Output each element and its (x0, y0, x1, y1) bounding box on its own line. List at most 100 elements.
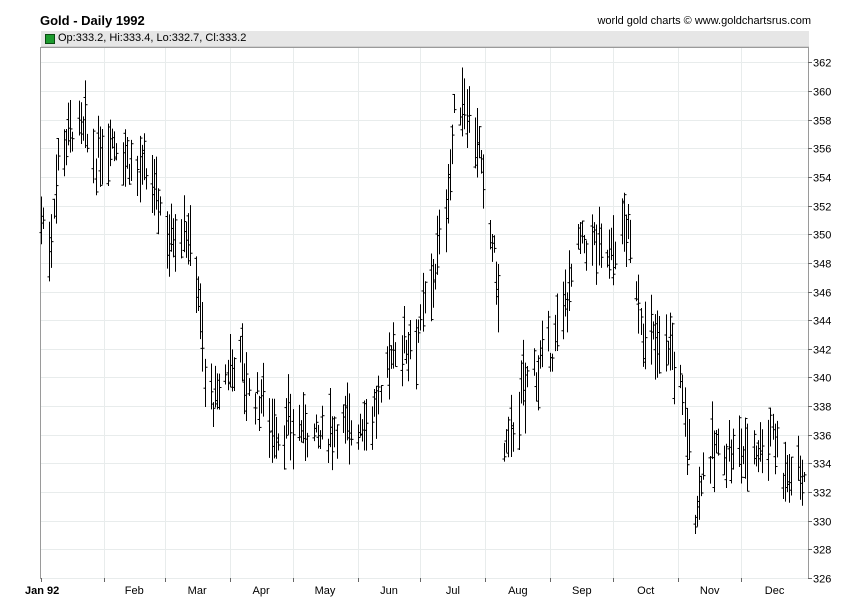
x-tick-label: Oct (637, 585, 654, 597)
ohlc-bar (423, 281, 428, 314)
x-tick-label: Jan 92 (25, 585, 59, 597)
ohlc-bar (158, 196, 163, 216)
ohlc-bar (622, 192, 627, 252)
y-tick-label: 360 (813, 87, 831, 99)
ohlc-bar (421, 272, 426, 332)
ohlc-bar (326, 438, 331, 464)
y-tick-label: 342 (813, 345, 831, 357)
ohlc-bar (209, 363, 214, 410)
y-tick-label: 362 (813, 58, 831, 70)
ohlc-bar (259, 379, 264, 414)
ohlc-bar (272, 398, 277, 459)
ohlc-bar (196, 276, 201, 312)
ohlc-bar (112, 131, 117, 162)
ohlc-legend: Op:333.2, Hi:333.4, Lo:332.7, Cl:333.2 (41, 31, 809, 47)
ohlc-bar (83, 80, 88, 149)
ohlc-bar (232, 357, 237, 392)
ohlc-bar (429, 253, 434, 322)
ohlc-bar (253, 393, 258, 425)
ohlc-bar (194, 256, 199, 313)
x-tick-label: Nov (700, 585, 720, 597)
ohlc-bar (123, 129, 128, 187)
ohlc-bar (81, 116, 86, 141)
x-tick-label: Apr (253, 585, 270, 597)
ohlc-bar (729, 439, 734, 484)
ohlc-bar (211, 402, 216, 428)
ohlc-bar (670, 322, 675, 371)
ohlc-bar (94, 158, 99, 196)
ohlc-bar (270, 398, 275, 463)
ohlc-bar (91, 128, 96, 184)
ohlc-bar (320, 405, 325, 440)
ohlc-bar (435, 215, 440, 275)
ohlc-bar (775, 420, 780, 458)
ohlc-bar (171, 218, 176, 258)
ohlc-bar (760, 429, 765, 474)
ohlc-bar (343, 395, 348, 444)
ohlc-bar (490, 234, 495, 262)
ohlc-bar (305, 432, 310, 458)
ohlc-bar (360, 419, 365, 442)
ohlc-bar (446, 163, 451, 224)
y-tick-label: 336 (813, 431, 831, 443)
ohlc-bar (364, 399, 369, 451)
y-tick-label: 344 (813, 316, 831, 328)
ohlc-bar (62, 129, 67, 177)
y-tick-label: 356 (813, 144, 831, 156)
y-tick-label: 350 (813, 230, 831, 242)
ohlc-bar (724, 443, 729, 488)
ohlc-bar (477, 126, 482, 159)
ohlc-bar (127, 163, 132, 185)
ohlc-bar (284, 398, 289, 439)
ohlc-bar (330, 416, 335, 471)
ohlc-bar (223, 364, 228, 385)
ohlc-bar (408, 320, 413, 360)
ohlc-bar (129, 139, 134, 181)
ohlc-bar (230, 349, 235, 392)
ohlc-bar (636, 274, 641, 334)
y-tick-label: 330 (813, 517, 831, 529)
ohlc-bar (496, 264, 501, 333)
ohlc-bar (247, 378, 252, 397)
ohlc-bar (418, 304, 423, 331)
ohlc-bar (100, 128, 105, 185)
chart-credit: world gold charts © www.goldchartsrus.co… (597, 15, 811, 27)
ohlc-bar (198, 283, 203, 340)
ohlc-bar (173, 214, 178, 272)
ohlc-bar (693, 514, 698, 534)
ohlc-bar (328, 388, 333, 448)
ohlc-bar (699, 475, 704, 497)
ohlc-bar (465, 89, 470, 149)
ohlc-bar (561, 281, 566, 340)
ohlc-bar (683, 387, 688, 437)
ohlc-bar (282, 425, 287, 470)
ohlc-bar (186, 213, 191, 265)
y-tick-label: 340 (813, 373, 831, 385)
ohlc-bar (182, 195, 187, 253)
ohlc-bar (687, 419, 692, 460)
ohlc-bar (47, 221, 52, 282)
ohlc-bar (335, 424, 340, 459)
ohlc-bar (379, 385, 384, 403)
ohlc-bar (108, 119, 113, 167)
ohlc-bar (370, 406, 375, 450)
ohlc-bar (156, 188, 161, 235)
ohlc-bar (52, 198, 57, 219)
ohlc-bar (613, 241, 618, 270)
y-tick-label: 332 (813, 488, 831, 500)
ohlc-bar (372, 389, 377, 417)
ohlc-bar (77, 100, 82, 136)
y-tick-label: 346 (813, 288, 831, 300)
ohlc-bar (385, 346, 390, 378)
ohlc-bar (332, 416, 337, 448)
ohlc-bar (741, 446, 746, 465)
ohlc-bar (672, 351, 677, 405)
ohlc-bar (796, 435, 801, 481)
ohlc-bar (49, 214, 54, 268)
ohlc-bar (511, 422, 516, 452)
ohlc-bar (64, 128, 69, 166)
ohlc-bar (387, 332, 392, 400)
y-tick-label: 354 (813, 173, 831, 185)
ohlc-bar (722, 445, 727, 476)
ohlc-bar (502, 442, 507, 462)
